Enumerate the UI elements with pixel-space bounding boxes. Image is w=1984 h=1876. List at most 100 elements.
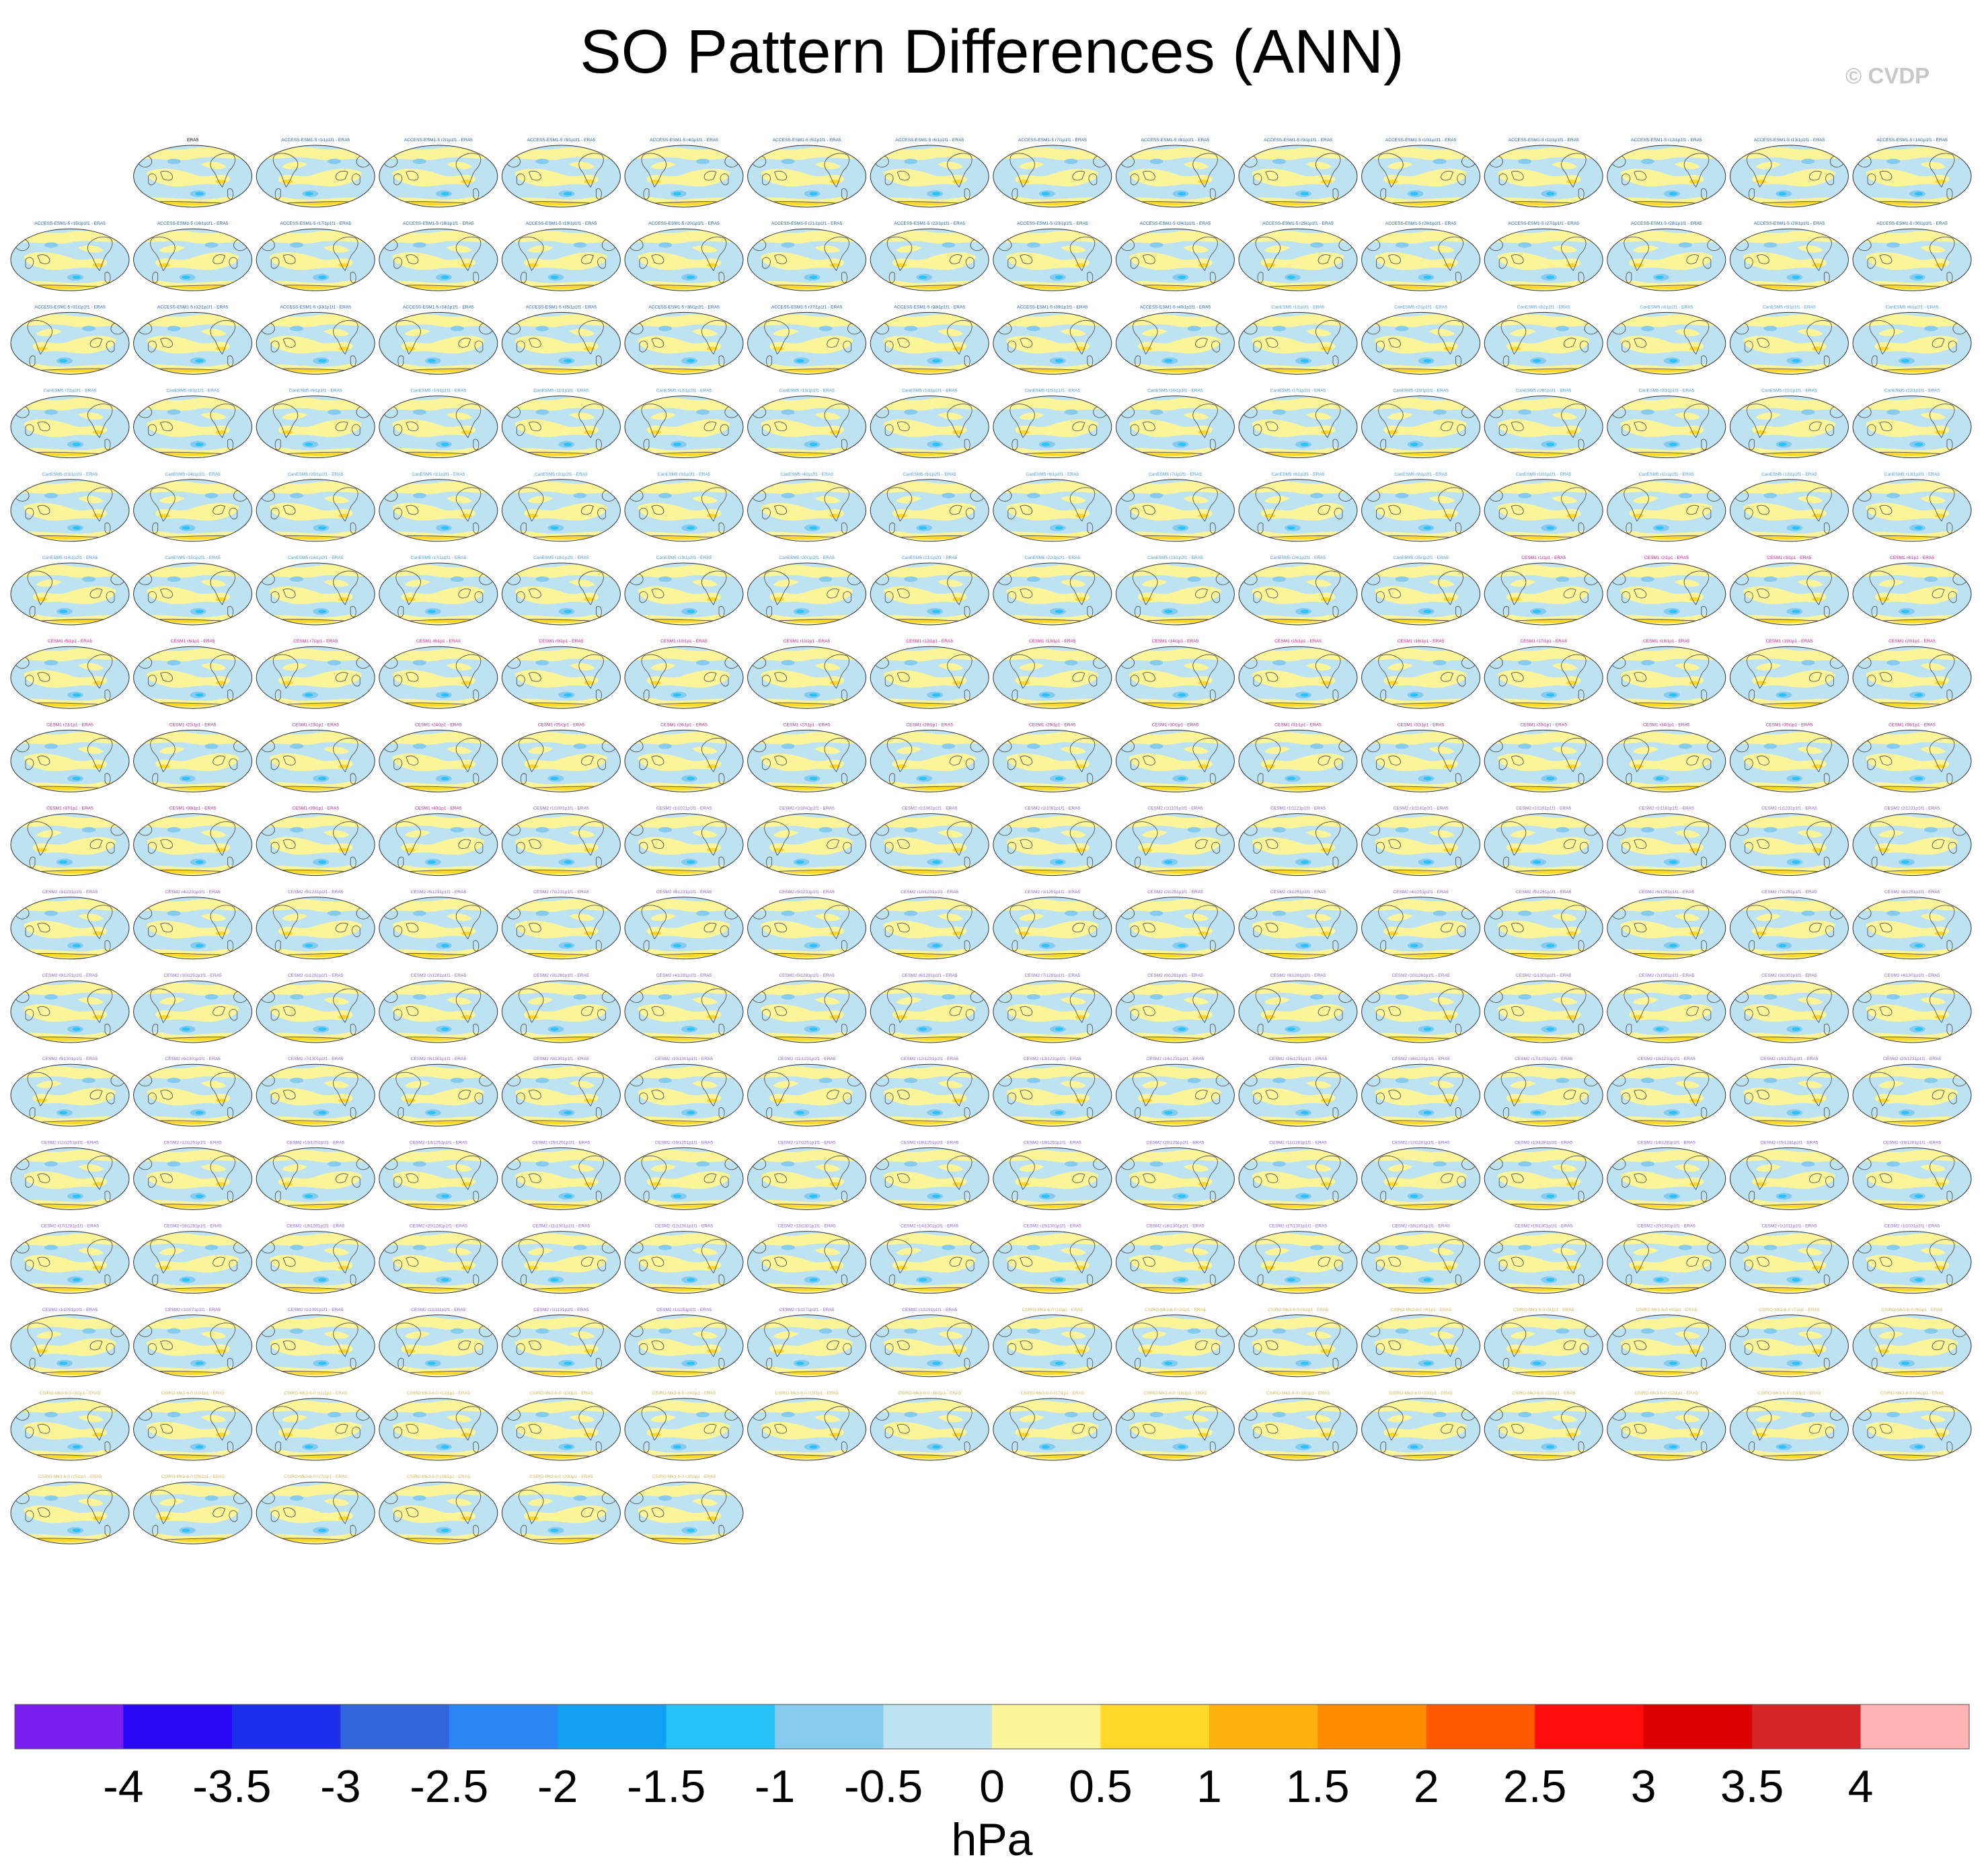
panel-title: CanESM5 r14i1p2f1 - ERA5 (42, 556, 98, 560)
panel-title: CESM2 r13i1251p1f1 - ERA5 (287, 1140, 344, 1145)
colorbar-tick-label: 0 (979, 1761, 1005, 1812)
globe-map (256, 1482, 375, 1544)
globe-outline (133, 145, 253, 208)
panel-title: CESM2 r7i1231p1f1 - ERA5 (533, 890, 589, 895)
map-panel: CESM1 r27i1p1 - ERA5 (747, 722, 867, 792)
globe-map (1361, 981, 1480, 1043)
globe-map (1361, 1314, 1480, 1377)
panel-title: CESM2 r3i1251p1f1 - ERA5 (1270, 890, 1326, 895)
panel-title: CESM2 r19i1251p1f1 - ERA5 (1024, 1140, 1081, 1145)
colorbar-swatch (883, 1704, 993, 1749)
globe-map (625, 1148, 743, 1210)
panel-title: CESM1 r36i1p1 - ERA5 (1888, 722, 1936, 727)
panel-title: CanESM5 r12i1p2f1 - ERA5 (1761, 472, 1817, 477)
panel-title: CanESM5 r24i1p2f1 - ERA5 (1270, 556, 1326, 560)
panel-title: CESM2 r15i1281p1f1 - ERA5 (1760, 1140, 1818, 1145)
globe-map (1607, 1314, 1726, 1377)
colorbar-swatch (15, 1704, 124, 1749)
globe-map (1116, 396, 1235, 458)
globe-map (1116, 1314, 1235, 1377)
map-panel: CSIRO-Mk3-6-0 r13i1p1 - ERA5 (501, 1391, 621, 1461)
globe-outline (747, 980, 867, 1043)
map-panel: CESM2 r2i1251p1f1 - ERA5 (1115, 890, 1235, 960)
panel-title: CanESM5 r13i1p2f1 - ERA5 (1884, 472, 1940, 477)
panel-title: CanESM5 r15i1p2f1 - ERA5 (165, 556, 221, 560)
map-panel: CESM2 r16i1231p1f1 - ERA5 (1361, 1057, 1481, 1127)
map-panel: ACCESS-ESM1-5 r31i1p1f1 - ERA5 (10, 305, 130, 375)
globe-outline (379, 228, 498, 291)
globe-outline (1484, 1398, 1603, 1461)
panel-title: CESM1 r17i1p1 - ERA5 (1520, 639, 1567, 644)
map-panel: ACCESS-ESM1-5 r1i1p1f1 - ERA5 (256, 138, 375, 208)
map-panel: CESM2 r6i1281p1f1 - ERA5 (870, 973, 989, 1043)
globe-map (1116, 981, 1235, 1043)
panel-title: CanESM5 r25i1p1f1 - ERA5 (288, 472, 344, 477)
globe-map (11, 1231, 129, 1293)
globe-outline (1729, 1063, 1849, 1127)
map-panel: CESM2 r19i1281p1f1 - ERA5 (256, 1224, 375, 1294)
globe-outline (1607, 396, 1726, 459)
globe-outline (870, 980, 989, 1043)
globe-map (1239, 897, 1357, 959)
panel-grid: ERA5 ACCESS-ESM1-5 r1i1p1f1 - ERA5 ACCESS-… (10, 138, 1972, 1544)
panel-title: CESM2 r20i1301p1f1 - ERA5 (1638, 1224, 1695, 1229)
map-panel: CanESM5 r19i1p2f1 - ERA5 (624, 556, 744, 626)
globe-outline (1361, 311, 1481, 375)
globe-map (625, 1482, 743, 1544)
map-panel: CESM2 r15i1301p1f1 - ERA5 (993, 1224, 1112, 1294)
panel-title: CESM2 r3i1231p1f1 - ERA5 (42, 890, 98, 895)
globe-outline (1115, 396, 1235, 459)
globe-outline (870, 897, 989, 960)
globe-map (256, 813, 375, 876)
globe-map (133, 396, 252, 458)
globe-map (625, 813, 743, 876)
globe-map (502, 813, 621, 876)
map-panel: CESM2 r9i1301p1f1 - ERA5 (501, 1057, 621, 1127)
colorbar-swatch (123, 1704, 233, 1749)
globe-outline (1115, 980, 1235, 1043)
globe-map (502, 396, 621, 458)
globe-outline (870, 646, 989, 709)
map-panel: CSIRO-Mk3-6-0 r25i1p1 - ERA5 (10, 1474, 130, 1544)
globe-map (1607, 145, 1726, 207)
panel-title: CESM2 r1i1151p1f1 - ERA5 (656, 1308, 712, 1312)
globe-map (379, 813, 498, 876)
globe-map (870, 312, 989, 375)
map-panel: ACCESS-ESM1-5 r11i1p1f1 - ERA5 (1484, 138, 1603, 208)
colorbar-tick-label: -2.5 (410, 1761, 488, 1812)
globe-outline (379, 562, 498, 626)
globe-map (1607, 897, 1726, 959)
map-panel: CESM1 r26i1p1 - ERA5 (624, 722, 744, 792)
panel-title: CESM1 r24i1p1 - ERA5 (415, 722, 462, 727)
map-panel: CanESM5 r23i1p2f1 - ERA5 (1115, 556, 1235, 626)
map-panel: CESM2 r3i1281p1f1 - ERA5 (501, 973, 621, 1043)
globe-map (1607, 563, 1726, 625)
globe-outline (1852, 1398, 1972, 1461)
globe-outline (1361, 1314, 1481, 1378)
globe-outline (870, 562, 989, 626)
globe-map (133, 1231, 252, 1293)
map-panel: ACCESS-ESM1-5 r2i1p1f1 - ERA5 (379, 138, 498, 208)
globe-outline (10, 1063, 130, 1127)
panel-title: CESM1 r37i1p1 - ERA5 (46, 806, 93, 811)
map-panel: ACCESS-ESM1-5 r26i1p1f1 - ERA5 (1361, 221, 1481, 291)
map-panel: CSIRO-Mk3-6-0 r24i1p1 - ERA5 (1852, 1391, 1972, 1461)
globe-map (133, 730, 252, 792)
colorbar-swatch (231, 1704, 341, 1749)
map-panel: CSIRO-Mk3-6-0 r9i1p1 - ERA5 (10, 1391, 130, 1461)
globe-map (1853, 396, 1971, 458)
globe-outline (1361, 646, 1481, 709)
globe-outline (256, 1314, 375, 1378)
globe-outline (1361, 729, 1481, 792)
globe-map (502, 563, 621, 625)
globe-map (747, 813, 866, 876)
colorbar-tick-label: -3.5 (192, 1761, 271, 1812)
globe-map (379, 646, 498, 709)
globe-outline (993, 1314, 1112, 1378)
panel-title: ACCESS-ESM1-5 r21i1p1f1 - ERA5 (771, 221, 843, 226)
globe-outline (1238, 646, 1358, 709)
globe-map (256, 1064, 375, 1127)
globe-outline (133, 1481, 253, 1544)
panel-title: CSIRO-Mk3-6-0 r19i1p1 - ERA5 (1266, 1391, 1330, 1396)
map-panel: CanESM5 r25i1p1f1 - ERA5 (256, 472, 375, 542)
